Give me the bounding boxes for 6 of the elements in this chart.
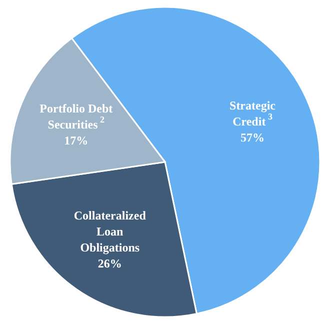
slice-label: Strategic Credit$^{3}$	[230, 98, 276, 128]
slice-label: Collateralized Loan Obligations	[74, 208, 146, 254]
data-label: 26%	[98, 256, 122, 270]
slice-label: Portfolio Debt Securities$^{2}$	[40, 101, 113, 132]
data-label: 17%	[64, 133, 88, 148]
data-label: 57%	[240, 130, 265, 144]
